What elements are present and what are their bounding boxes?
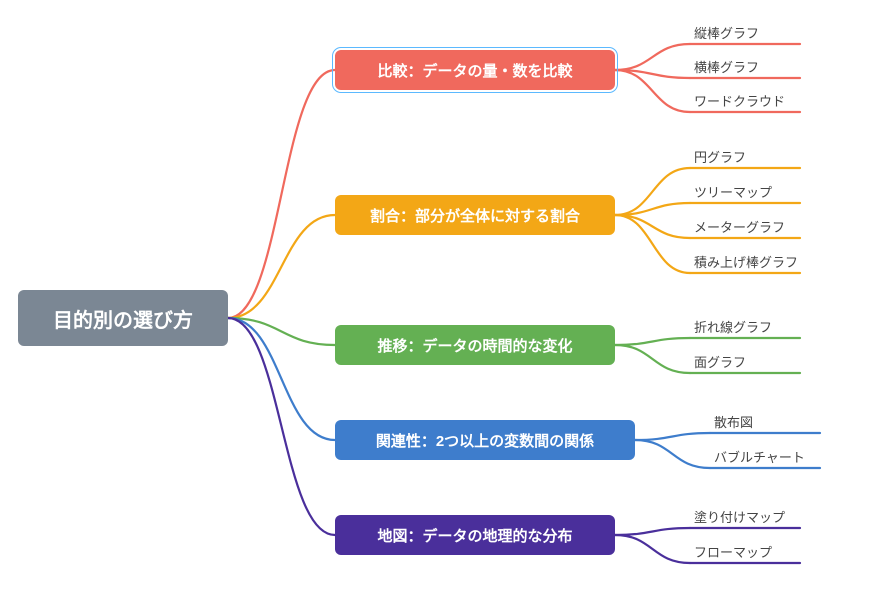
- leaf-ratio-1[interactable]: ツリーマップ: [694, 183, 772, 203]
- category-compare[interactable]: 比較：データの量・数を比較: [335, 50, 615, 90]
- leaf-map-0[interactable]: 塗り付けマップ: [694, 508, 785, 528]
- category-label: 関連性：2つ以上の変数間の関係: [376, 430, 594, 451]
- category-label: 比較：データの量・数を比較: [377, 60, 572, 81]
- category-map[interactable]: 地図：データの地理的な分布: [335, 515, 615, 555]
- category-trend[interactable]: 推移：データの時間的な変化: [335, 325, 615, 365]
- leaf-relation-0[interactable]: 散布図: [714, 413, 753, 433]
- leaf-trend-0[interactable]: 折れ線グラフ: [694, 318, 772, 338]
- leaf-ratio-2[interactable]: メーターグラフ: [694, 218, 785, 238]
- category-ratio[interactable]: 割合：部分が全体に対する割合: [335, 195, 615, 235]
- leaf-compare-2[interactable]: ワードクラウド: [694, 92, 785, 112]
- leaf-ratio-0[interactable]: 円グラフ: [694, 148, 746, 168]
- category-relation[interactable]: 関連性：2つ以上の変数間の関係: [335, 420, 635, 460]
- leaf-trend-1[interactable]: 面グラフ: [694, 353, 746, 373]
- leaf-compare-1[interactable]: 横棒グラフ: [694, 58, 759, 78]
- leaf-compare-0[interactable]: 縦棒グラフ: [694, 24, 759, 44]
- leaf-relation-1[interactable]: バブルチャート: [714, 448, 805, 468]
- category-label: 地図：データの地理的な分布: [377, 525, 572, 546]
- category-label: 推移：データの時間的な変化: [377, 335, 572, 356]
- category-label: 割合：部分が全体に対する割合: [370, 205, 580, 226]
- root-label: 目的別の選び方: [53, 304, 193, 333]
- leaf-map-1[interactable]: フローマップ: [694, 543, 772, 563]
- root-node: 目的別の選び方: [18, 290, 228, 346]
- leaf-ratio-3[interactable]: 積み上げ棒グラフ: [694, 253, 798, 273]
